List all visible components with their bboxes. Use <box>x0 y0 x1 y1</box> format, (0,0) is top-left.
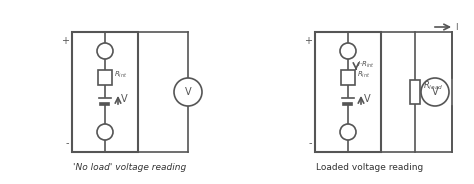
Text: $R_{int}$: $R_{int}$ <box>114 70 128 80</box>
Text: $R_{int}$: $R_{int}$ <box>357 70 370 80</box>
Text: V: V <box>121 94 128 104</box>
Text: -: - <box>65 138 69 148</box>
Circle shape <box>421 78 449 106</box>
Text: V: V <box>432 87 438 97</box>
Text: 'No load' voltage reading: 'No load' voltage reading <box>73 163 187 172</box>
Circle shape <box>340 43 356 59</box>
Bar <box>98 70 112 84</box>
Text: +: + <box>304 36 312 46</box>
Text: $R_{load}$: $R_{load}$ <box>423 80 443 92</box>
Text: V: V <box>185 87 191 97</box>
Text: $I{\cdot}R_{int}$: $I{\cdot}R_{int}$ <box>357 60 374 70</box>
Circle shape <box>174 78 202 106</box>
Bar <box>315 32 381 152</box>
Circle shape <box>97 124 113 140</box>
Text: V: V <box>364 94 371 104</box>
Circle shape <box>340 124 356 140</box>
Bar <box>72 32 138 152</box>
Text: I: I <box>455 22 457 31</box>
Circle shape <box>97 43 113 59</box>
Text: +: + <box>61 36 69 46</box>
Bar <box>410 80 420 104</box>
Text: Loaded voltage reading: Loaded voltage reading <box>316 163 424 172</box>
Bar <box>341 70 355 84</box>
Text: -: - <box>309 138 312 148</box>
